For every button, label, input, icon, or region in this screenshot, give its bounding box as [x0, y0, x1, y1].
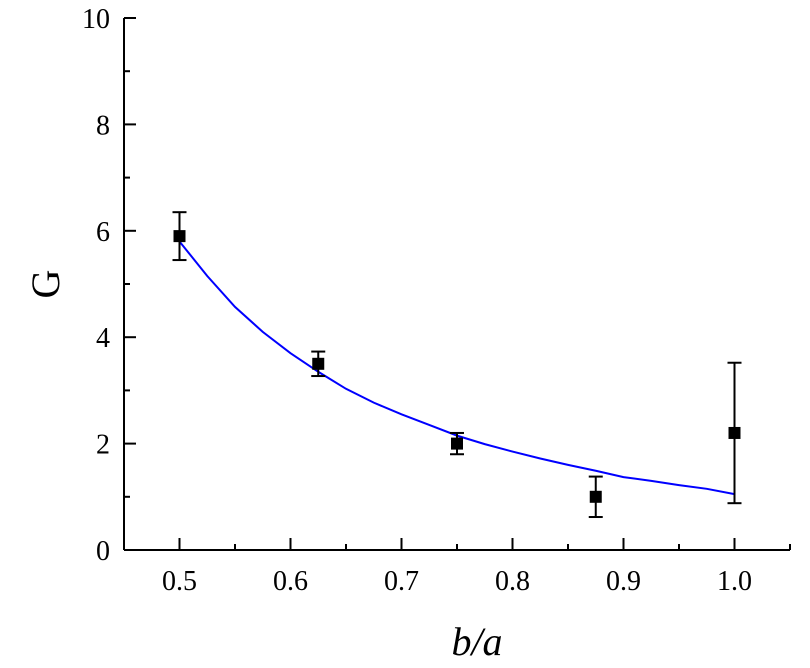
y-tick-label: 2 [96, 430, 110, 461]
x-axis-label: b/a [451, 619, 502, 664]
y-axis-label: G [23, 270, 68, 299]
y-tick-label: 8 [96, 110, 110, 141]
x-tick-label: 0.5 [162, 566, 197, 597]
data-point [451, 437, 463, 450]
x-tick-label: 0.6 [273, 566, 308, 597]
data-point [173, 230, 186, 243]
x-tick-label: 1.0 [717, 566, 752, 597]
data-point [312, 357, 325, 370]
axes: 0 2 4 6 8 10 0.5 0.6 0.7 0.8 0.9 1.0 [82, 4, 791, 597]
data-point [589, 490, 602, 503]
y-tick-label: 4 [96, 323, 110, 354]
data-points-layer [172, 211, 742, 519]
x-tick-label: 0.8 [495, 566, 530, 597]
y-tick-label: 0 [96, 536, 110, 567]
axis-labels-layer: b/a G [23, 270, 503, 664]
x-tick-label: 0.9 [606, 566, 641, 597]
fit-curve [178, 240, 735, 496]
fit-curve-layer [178, 240, 735, 496]
y-tick-label: 10 [82, 4, 110, 35]
data-point [728, 426, 741, 439]
y-tick-label: 6 [96, 217, 110, 248]
x-tick-label: 0.7 [384, 566, 419, 597]
